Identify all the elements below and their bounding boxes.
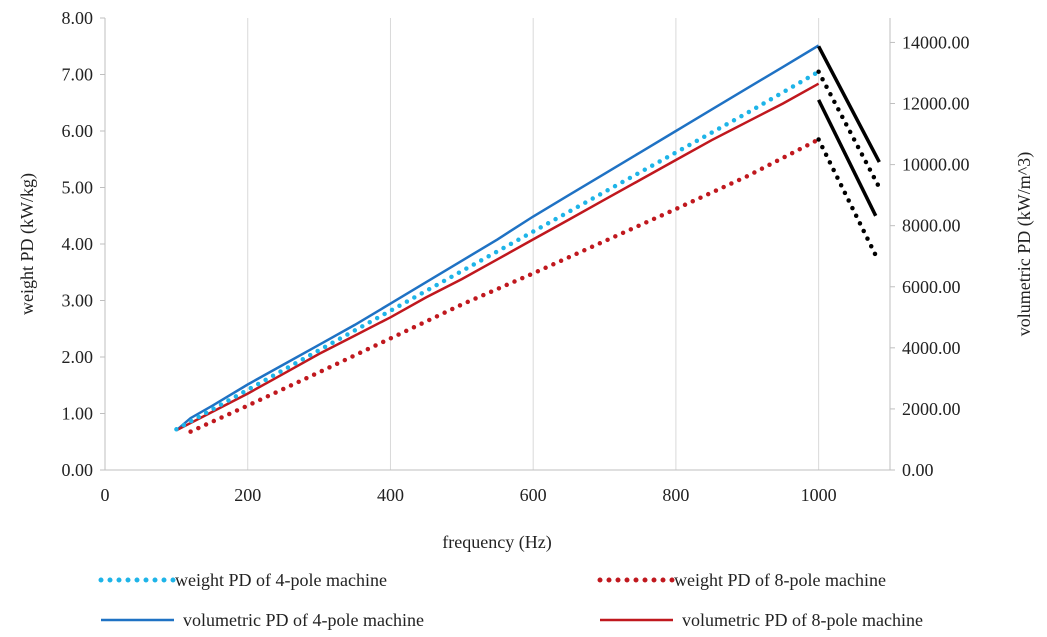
tick-label-x: 600 [520,485,547,505]
tick-label-x: 400 [377,485,404,505]
tick-label-y-right: 10000.00 [902,155,970,175]
tick-label-y-right: 0.00 [902,460,934,480]
drop-segment-0 [817,45,881,163]
legend-label-vol-4pole: volumetric PD of 4-pole machine [183,610,424,630]
legend-label-vol-8pole: volumetric PD of 8-pole machine [682,610,923,630]
tick-label-y-right: 6000.00 [902,277,961,297]
tick-label-y-left: 1.00 [62,404,94,424]
tick-label-x: 1000 [801,485,837,505]
drop-segment-2 [816,69,882,190]
tick-label-y-right: 12000.00 [902,94,970,114]
tick-label-y-left: 4.00 [62,234,94,254]
series-line-1 [188,137,821,434]
gridlines [247,18,820,470]
tick-label-x: 200 [234,485,261,505]
tick-label-x: 0 [101,485,110,505]
axes [100,17,895,471]
legend-label-weight-8pole: weight PD of 8-pole machine [674,570,886,590]
tick-label-x: 800 [662,485,689,505]
tick-label-y-left: 2.00 [62,347,94,367]
legend-label-weight-4pole: weight PD of 4-pole machine [175,570,387,590]
tick-label-y-left: 3.00 [62,291,94,311]
series-line-3 [175,82,820,432]
tick-label-y-left: 8.00 [62,8,94,28]
tick-label-y-right: 8000.00 [902,216,961,236]
tick-label-y-right: 14000.00 [902,32,970,52]
tick-label-y-right: 2000.00 [902,399,961,419]
tick-label-y-right: 4000.00 [902,338,961,358]
drop-segment-1 [817,99,878,217]
tick-label-y-left: 5.00 [62,178,94,198]
tick-label-y-left: 7.00 [62,65,94,85]
series-lines [174,44,882,434]
series-line-0 [174,69,821,432]
legend: weight PD of 4-pole machine weight PD of… [98,570,923,630]
tick-labels: 0.00 1.00 2.00 3.00 4.00 5.00 6.00 7.00 8.00 0.00… [62,8,970,505]
y-axis-right-title: volumetric PD (kW/m^3) [1014,152,1035,336]
series-line-2 [175,44,820,432]
y-axis-left-title: weight PD (kW/kg) [17,173,38,315]
x-axis-title: frequency (Hz) [442,532,551,553]
tick-label-y-left: 6.00 [62,121,94,141]
tick-label-y-left: 0.00 [62,460,94,480]
